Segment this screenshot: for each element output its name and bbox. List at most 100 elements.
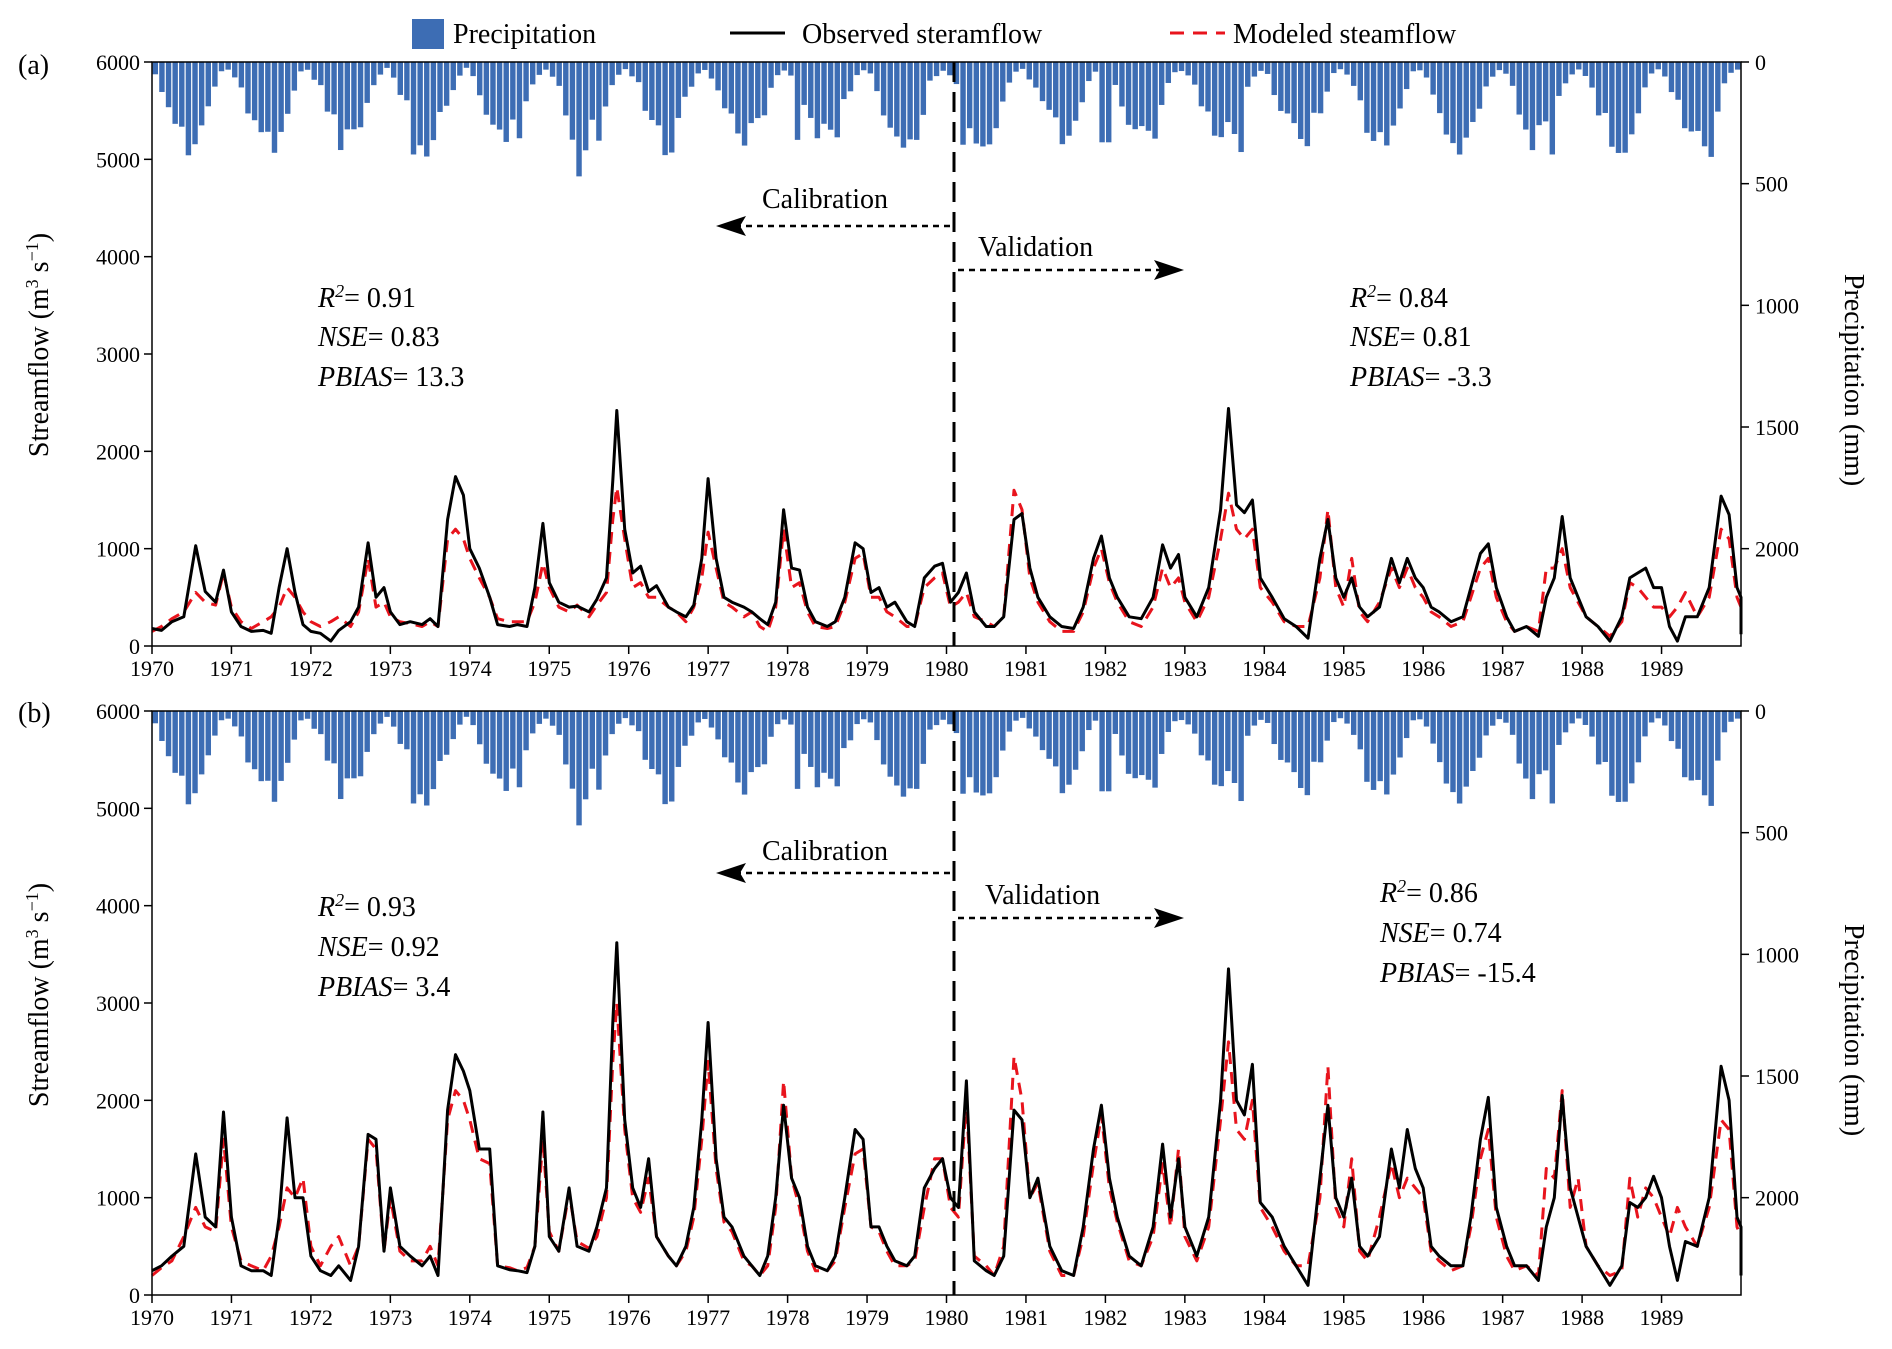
precipitation-bar — [735, 711, 741, 783]
precipitation-bar — [688, 62, 695, 87]
y-tick-label: 6000 — [96, 50, 140, 75]
panel-a-y2label: Precipitation (mm) — [1838, 274, 1869, 486]
panel-b-validation-arrowhead — [1154, 908, 1184, 928]
precipitation-bar — [1430, 711, 1436, 744]
precipitation-bar — [390, 62, 397, 78]
precipitation-bar — [1099, 711, 1105, 792]
precipitation-bar — [543, 711, 549, 719]
panel-a-x-axis: 1970 1971 1972 1973 1974 1975 1976 1977 1978 1979… — [130, 646, 1684, 681]
precipitation-bar — [781, 62, 787, 71]
precipitation-bar — [185, 711, 192, 805]
x-tick-label: 1985 — [1322, 656, 1366, 681]
precipitation-bar — [477, 711, 483, 745]
precipitation-bar — [914, 711, 920, 789]
precipitation-bar — [1000, 62, 1006, 102]
precipitation-bar — [794, 711, 801, 789]
panel-b-calibration-arrowhead — [716, 863, 746, 883]
precipitation-bar — [430, 62, 437, 141]
panel-a-val-nse: NSE= 0.81 — [1349, 322, 1472, 353]
precipitation-bar — [510, 62, 516, 120]
precipitation-bar — [1165, 711, 1172, 732]
precipitation-bar — [1112, 62, 1119, 85]
x-tick-label: 1975 — [527, 1305, 571, 1330]
precipitation-bar — [1549, 62, 1556, 155]
precipitation-bar — [251, 62, 258, 121]
panel-a-validation-label: Validation — [978, 232, 1093, 263]
panel-a-y2-axis: 0 500 1000 1500 2000 — [1741, 50, 1799, 562]
precipitation-bar — [966, 62, 973, 129]
precipitation-bar — [529, 62, 536, 85]
observed-streamflow-line — [151, 941, 1743, 1287]
precipitation-bar — [1529, 711, 1536, 800]
precipitation-bar — [1576, 711, 1582, 719]
precipitation-bar — [1364, 62, 1370, 133]
precipitation-bar — [907, 62, 913, 140]
precipitation-bar — [1701, 62, 1708, 147]
precipitation-bar — [1258, 62, 1264, 71]
precipitation-bar — [1079, 711, 1085, 752]
precipitation-bar — [1192, 711, 1198, 734]
precipitation-bar — [960, 711, 966, 794]
precipitation-bar — [1483, 711, 1489, 736]
x-tick-label: 1978 — [766, 1305, 810, 1330]
precipitation-bar — [662, 62, 668, 156]
precipitation-bar — [324, 711, 331, 761]
precipitation-bar — [179, 62, 185, 127]
precipitation-bar — [927, 711, 933, 730]
precipitation-bar — [271, 711, 278, 802]
precipitation-bar — [1576, 62, 1582, 70]
precipitation-bar — [1324, 62, 1330, 92]
precipitation-bar — [245, 711, 251, 763]
precipitation-bar — [814, 711, 821, 788]
precipitation-bar — [1026, 62, 1032, 80]
y2-tick-label: 500 — [1755, 172, 1788, 197]
precipitation-bar — [1013, 62, 1019, 72]
precipitation-bar — [463, 711, 470, 717]
x-tick-label: 1980 — [925, 1305, 969, 1330]
precipitation-bar — [1443, 711, 1450, 784]
precipitation-bar — [993, 62, 999, 129]
precipitation-bar — [371, 62, 377, 86]
precipitation-bar — [1728, 711, 1734, 722]
precipitation-bar — [490, 711, 496, 774]
precipitation-bar — [152, 711, 159, 724]
precipitation-bar — [1516, 711, 1522, 764]
precipitation-bar — [1490, 711, 1496, 726]
precipitation-bar — [721, 711, 728, 758]
precipitation-bar — [304, 711, 311, 719]
precipitation-bar — [1430, 62, 1436, 95]
precipitation-bar — [152, 62, 159, 75]
precipitation-bar — [1072, 62, 1079, 121]
precipitation-bar — [1304, 711, 1311, 796]
precipitation-bar — [556, 62, 562, 86]
precipitation-bar — [768, 62, 774, 88]
precipitation-bar — [172, 711, 178, 773]
precipitation-bar — [1185, 711, 1191, 725]
precipitation-bar — [1728, 62, 1734, 73]
precipitation-bar — [1456, 62, 1463, 155]
precipitation-bar — [298, 62, 304, 72]
precipitation-bar — [1311, 711, 1317, 762]
precipitation-bar — [834, 711, 840, 787]
precipitation-bar — [907, 711, 913, 789]
precipitation-bar — [536, 711, 543, 724]
precipitation-bar — [397, 62, 403, 95]
precipitation-bar — [1139, 711, 1145, 776]
x-tick-label: 1977 — [686, 1305, 730, 1330]
precipitation-bar — [1198, 711, 1205, 756]
precipitation-bar — [238, 62, 245, 88]
precipitation-bar — [1337, 711, 1344, 719]
legend-precipitation-swatch — [412, 19, 444, 49]
precipitation-bar — [311, 62, 317, 80]
panel-a-cal-pbias: PBIAS= 13.3 — [317, 362, 464, 393]
y-tick-label: 2000 — [96, 439, 140, 464]
precipitation-bar — [741, 711, 748, 795]
precipitation-bar — [1615, 62, 1622, 153]
precipitation-bar — [1635, 711, 1642, 763]
precipitation-bar — [185, 62, 192, 156]
precipitation-bar — [635, 62, 642, 83]
precipitation-bar — [1503, 62, 1509, 74]
precipitation-bar — [755, 711, 761, 768]
panel-a-streamflow-lines — [151, 407, 1743, 643]
x-tick-label: 1976 — [607, 1305, 651, 1330]
